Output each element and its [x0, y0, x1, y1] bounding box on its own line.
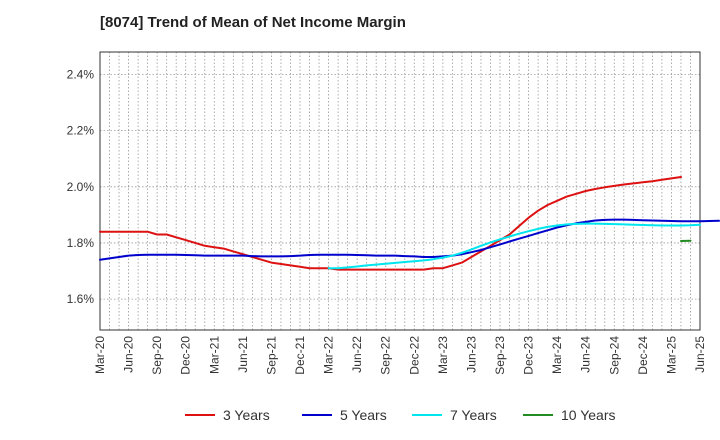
plot-frame: [99, 51, 701, 331]
x-tick-label: Jun-23: [464, 336, 478, 373]
x-tick-label: Jun-20: [122, 336, 136, 373]
x-tick-label: Dec-20: [179, 336, 193, 375]
x-tick-label: Jun-24: [579, 336, 593, 373]
x-tick-label: Dec-24: [636, 336, 650, 375]
x-tick-label: Dec-21: [293, 336, 307, 375]
chart-title: [8074] Trend of Mean of Net Income Margi…: [100, 14, 406, 31]
x-tick-label: Mar-21: [207, 336, 221, 374]
x-tick-label: Dec-23: [522, 336, 536, 375]
x-tick-label: Mar-25: [664, 336, 678, 374]
x-tick-label: Sep-20: [150, 336, 164, 375]
y-tick-label: 2.2%: [67, 124, 95, 138]
x-tick-label: Mar-24: [550, 336, 564, 374]
x-tick-label: Jun-25: [693, 336, 707, 373]
x-tick-label: Mar-20: [93, 336, 107, 374]
y-tick-label: 1.8%: [67, 236, 95, 250]
plot-area: [100, 52, 700, 330]
x-tick-label: Jun-22: [350, 336, 364, 373]
x-tick-label: Dec-22: [407, 336, 421, 375]
legend-label-7-years: 7 Years: [450, 407, 497, 423]
series-line-7-years: [327, 222, 701, 270]
legend-label-5-years: 5 Years: [340, 407, 387, 423]
x-tick-label: Mar-22: [322, 336, 336, 374]
x-tick-label: Sep-23: [493, 336, 507, 375]
y-tick-label: 2.4%: [67, 67, 95, 81]
series-line-3-years: [99, 176, 682, 271]
legend-label-3-years: 3 Years: [223, 407, 270, 423]
x-tick-label: Sep-22: [379, 336, 393, 375]
y-tick-label: 1.6%: [67, 292, 95, 306]
x-tick-label: Sep-21: [264, 336, 278, 375]
x-tick-label: Jun-21: [236, 336, 250, 373]
y-tick-label: 2.0%: [67, 180, 95, 194]
series-line-5-years: [99, 218, 720, 261]
legend-label-10-years: 10 Years: [561, 407, 616, 423]
x-tick-label: Mar-23: [436, 336, 450, 374]
x-tick-label: Sep-24: [607, 336, 621, 375]
